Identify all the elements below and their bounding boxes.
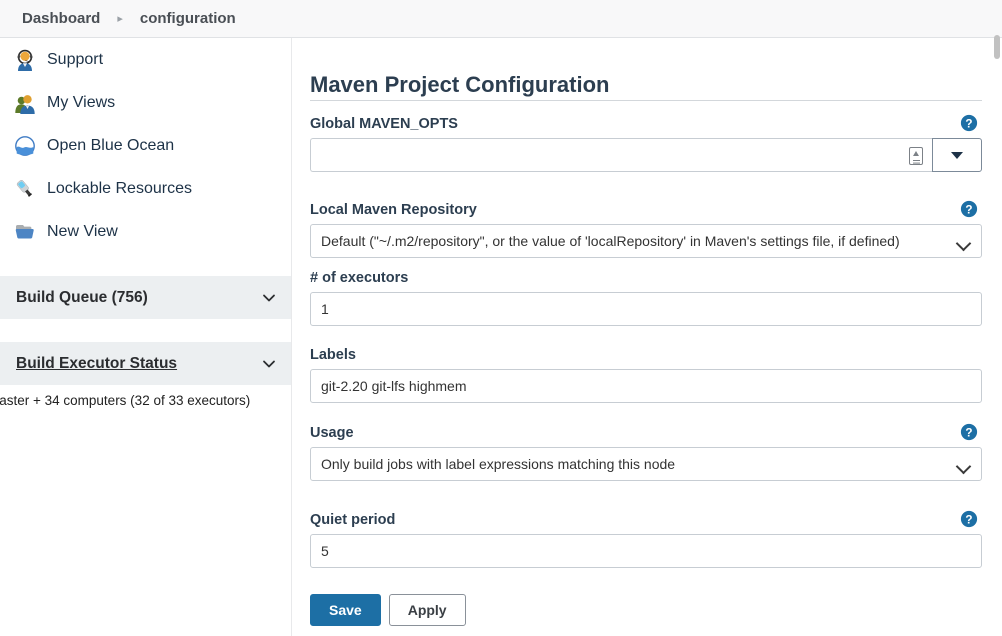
- svg-text:?: ?: [965, 204, 972, 217]
- svg-text:?: ?: [965, 118, 972, 131]
- svg-text:?: ?: [965, 514, 972, 527]
- svg-text:?: ?: [965, 427, 972, 440]
